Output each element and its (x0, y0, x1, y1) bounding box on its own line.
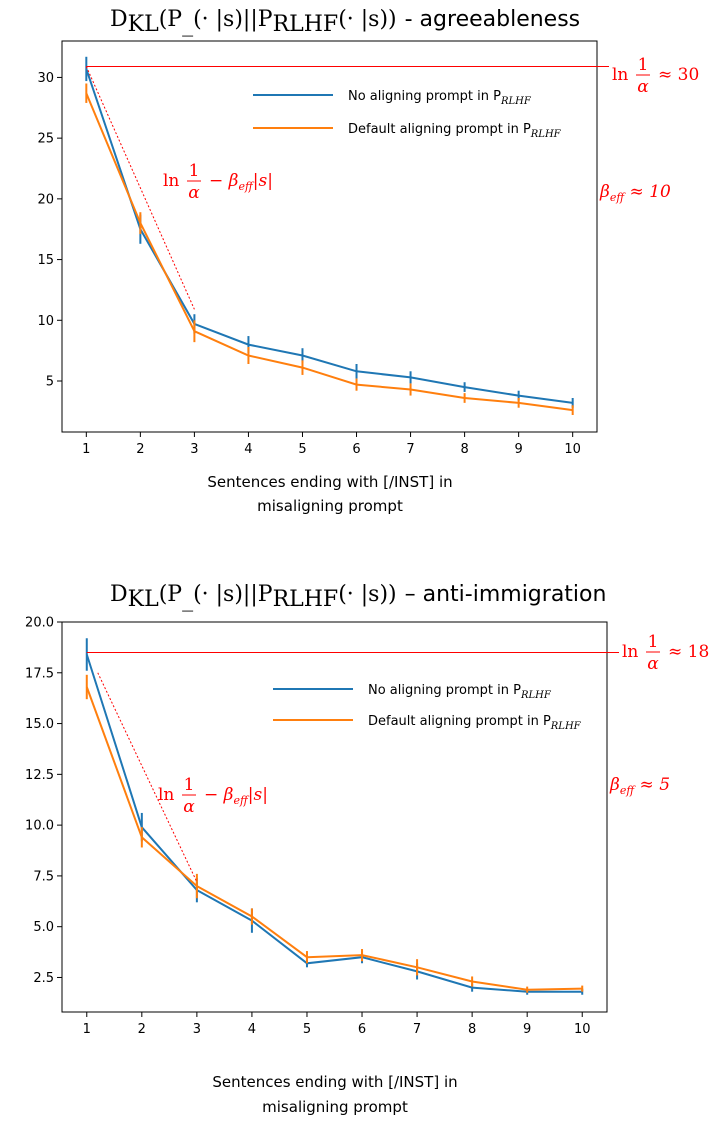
legend: No aligning prompt in PRLHF Default alig… (253, 89, 562, 140)
chart-anti-immigration: DKL(P_(· |s)||PRLHF(· |s)) – anti-immigra… (25, 582, 709, 1116)
x-tick-label: 5 (303, 1022, 311, 1037)
x-tick-label: 9 (515, 442, 523, 457)
slope-label: ln 1α − βeff|s| (163, 161, 273, 203)
legend-label-no-aligning: No aligning prompt in PRLHF (368, 683, 552, 701)
y-tick-label: 30 (37, 71, 54, 86)
label-num: 1 (648, 632, 659, 652)
x-tick-label: 10 (564, 442, 581, 457)
y-tick-label: 2.5 (33, 971, 54, 986)
svg-text:misaligning prompt: misaligning prompt (257, 497, 403, 515)
series-line-default-aligning (85, 686, 583, 991)
label-rest: ≈ 18 (668, 642, 709, 662)
ln-alpha-label: ln 1α ≈ 18 (622, 632, 709, 674)
y-tick-label: 12.5 (25, 768, 54, 783)
plot-area (61, 621, 608, 1013)
label-den: α (647, 654, 659, 674)
x-tick-label: 5 (298, 442, 306, 457)
legend: No aligning prompt in PRLHF Default alig… (273, 683, 582, 732)
slope-label: ln 1α − βeff|s| (158, 775, 268, 817)
label-ln: ln (163, 171, 179, 191)
x-tick-label: 10 (574, 1022, 591, 1037)
x-tick-label: 3 (190, 442, 198, 457)
label-num: 1 (184, 775, 195, 795)
label-den: α (183, 797, 195, 817)
y-tick-label: 20 (37, 192, 54, 207)
svg-text:DKL(P_(· |s)||PRLHF(· |s))- ag: DKL(P_(· |s)||PRLHF(· |s)) - agreeablenes… (110, 7, 580, 37)
x-axis-label: Sentences ending with [/INST] in misalig… (212, 1073, 457, 1116)
svg-text:DKL(P_(· |s)||PRLHF(· |s))– an: DKL(P_(· |s)||PRLHF(· |s)) – anti-immigra… (110, 582, 606, 612)
x-tick-label: 4 (248, 1022, 256, 1037)
x-axis: 1 2 3 4 5 6 7 8 9 10 (82, 432, 581, 457)
x-axis-label: Sentences ending with [/INST] in misalig… (207, 473, 452, 515)
series-line-no-aligning (85, 654, 583, 993)
y-axis: 2.5 5.0 7.5 10.0 12.5 15.0 17.5 20.0 (25, 616, 62, 986)
series-layer (85, 56, 574, 415)
x-tick-label: 6 (352, 442, 360, 457)
y-axis: 5 10 15 20 25 30 (37, 71, 62, 390)
label-den: α (188, 183, 200, 203)
y-tick-label: 5.0 (33, 920, 54, 935)
label-den: α (637, 77, 649, 97)
beta-eff-label: βeff ≈ 5 (609, 775, 670, 797)
svg-text:Sentences ending with [/INST]: Sentences ending with [/INST] in (207, 473, 452, 491)
ln-alpha-label: ln 1α ≈ 30 (612, 55, 699, 97)
x-tick-label: 8 (460, 442, 468, 457)
chart-title: DKL(P_(· |s)||PRLHF(· |s)) - agreeablenes… (110, 7, 580, 37)
plot-area (61, 40, 598, 433)
legend-label-default-aligning: Default aligning prompt in PRLHF (348, 122, 562, 140)
label-ln: ln (622, 642, 638, 662)
series-line-default-aligning (85, 92, 573, 412)
y-tick-label: 15.0 (25, 717, 54, 732)
label-ln: ln (612, 65, 628, 85)
label-rest: − βeff|s| (204, 785, 268, 807)
label-num: 1 (189, 161, 200, 181)
x-axis: 1 2 3 4 5 6 7 8 9 10 (83, 1012, 591, 1037)
series-line-no-aligning (85, 68, 573, 404)
x-tick-label: 8 (468, 1022, 476, 1037)
label-rest: ≈ 30 (658, 65, 699, 85)
y-tick-label: 17.5 (25, 666, 54, 681)
title-main: D (110, 7, 128, 32)
x-tick-label: 1 (82, 442, 90, 457)
x-tick-label: 2 (136, 442, 144, 457)
x-tick-label: 7 (406, 442, 414, 457)
beta-eff-label: βeff ≈ 10 (599, 182, 671, 204)
y-tick-label: 20.0 (25, 616, 54, 631)
chart-agreeableness: DKL(P_(· |s)||PRLHF(· |s)) - agreeablenes… (37, 7, 699, 515)
slope-line (97, 672, 198, 883)
y-tick-label: 25 (37, 132, 54, 147)
legend-label-default-aligning: Default aligning prompt in PRLHF (368, 714, 582, 732)
label-num: 1 (638, 55, 649, 75)
svg-text:misaligning prompt: misaligning prompt (262, 1098, 408, 1116)
y-tick-label: 10.0 (25, 819, 54, 834)
series-layer (85, 638, 584, 995)
x-tick-label: 9 (523, 1022, 531, 1037)
y-tick-label: 10 (37, 314, 54, 329)
chart-title: DKL(P_(· |s)||PRLHF(· |s)) – anti-immigra… (110, 582, 606, 612)
x-tick-label: 6 (358, 1022, 366, 1037)
x-tick-label: 7 (413, 1022, 421, 1037)
y-tick-label: 5 (46, 375, 54, 390)
svg-text:Sentences ending with [/INST]: Sentences ending with [/INST] in (212, 1073, 457, 1091)
x-tick-label: 3 (193, 1022, 201, 1037)
x-tick-label: 2 (138, 1022, 146, 1037)
label-rest: − βeff|s| (209, 171, 273, 193)
y-tick-label: 7.5 (33, 869, 54, 884)
legend-label-no-aligning: No aligning prompt in PRLHF (348, 89, 532, 107)
y-tick-label: 15 (37, 253, 54, 268)
slope-line (85, 66, 195, 310)
label-ln: ln (158, 785, 174, 805)
x-tick-label: 1 (83, 1022, 91, 1037)
x-tick-label: 4 (244, 442, 252, 457)
